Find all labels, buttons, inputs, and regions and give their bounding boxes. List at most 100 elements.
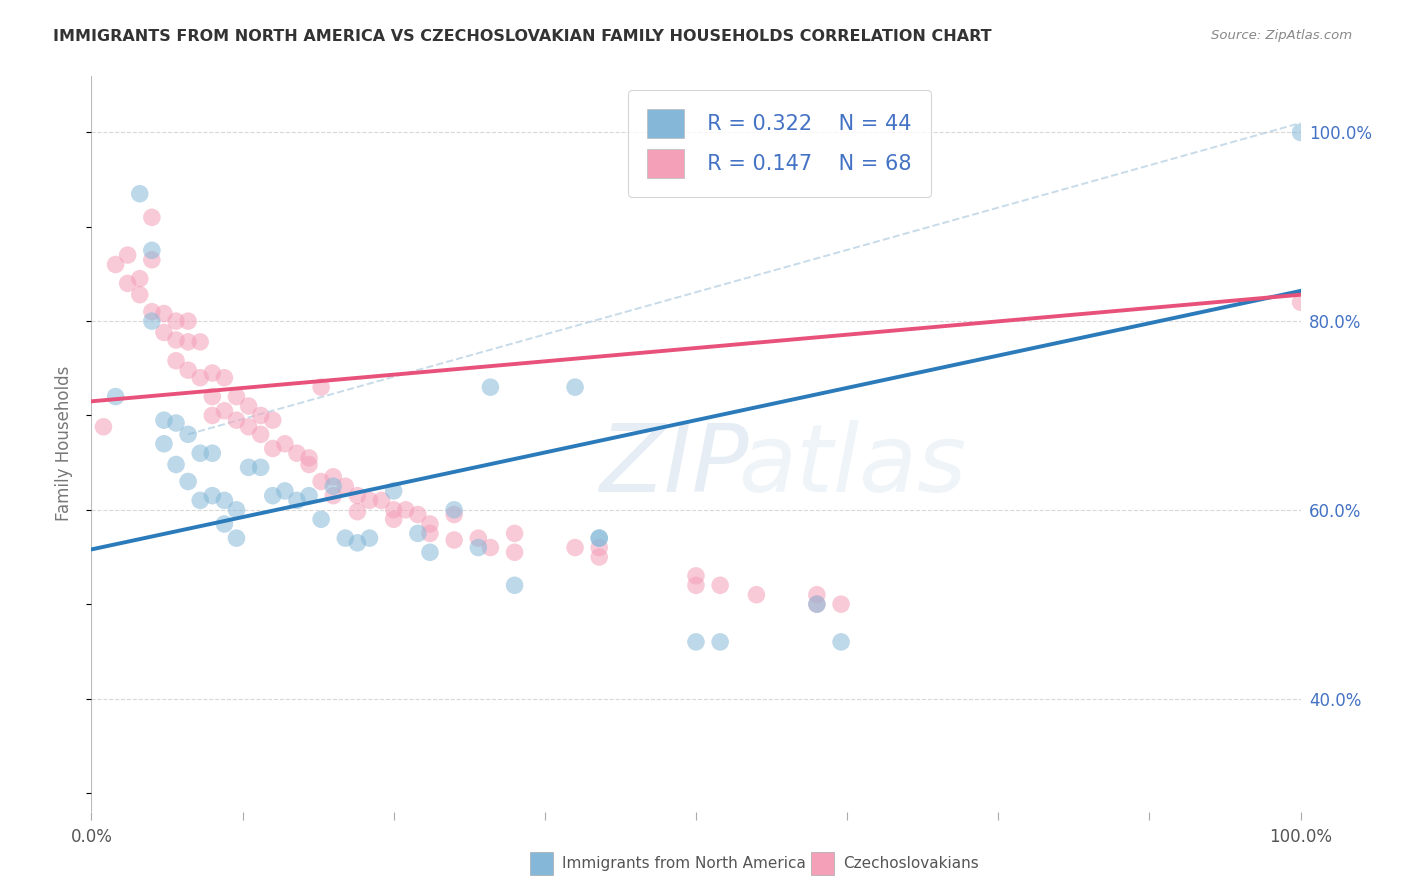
Point bbox=[188, 446, 211, 460]
Point bbox=[165, 333, 187, 347]
Point bbox=[153, 436, 176, 450]
Point bbox=[128, 186, 150, 201]
Text: Czechoslovakians: Czechoslovakians bbox=[844, 856, 980, 871]
Point bbox=[588, 541, 610, 555]
Legend:   R = 0.322    N = 44,   R = 0.147    N = 68: R = 0.322 N = 44, R = 0.147 N = 68 bbox=[628, 90, 931, 197]
Point bbox=[443, 533, 465, 547]
Point bbox=[564, 541, 586, 555]
Point bbox=[443, 503, 465, 517]
Point bbox=[225, 531, 247, 545]
Point bbox=[274, 483, 297, 498]
Point bbox=[359, 493, 381, 508]
Point bbox=[588, 549, 610, 564]
Point bbox=[335, 531, 357, 545]
Point bbox=[141, 304, 163, 318]
Point bbox=[685, 635, 707, 649]
Point bbox=[406, 508, 429, 522]
Point bbox=[419, 526, 441, 541]
Point bbox=[177, 363, 200, 377]
Point bbox=[188, 334, 211, 349]
Point bbox=[588, 531, 610, 545]
Point bbox=[443, 508, 465, 522]
Point bbox=[238, 460, 260, 475]
Point bbox=[201, 489, 224, 503]
Point bbox=[830, 597, 852, 611]
Point bbox=[214, 403, 236, 417]
Point bbox=[806, 597, 828, 611]
Point bbox=[322, 470, 344, 484]
Point bbox=[309, 380, 332, 394]
Point bbox=[745, 588, 768, 602]
Point bbox=[382, 503, 405, 517]
Point bbox=[1289, 125, 1312, 139]
Text: Source: ZipAtlas.com: Source: ZipAtlas.com bbox=[1212, 29, 1353, 42]
Point bbox=[262, 442, 284, 456]
Point bbox=[225, 390, 247, 404]
Point bbox=[285, 446, 308, 460]
Point bbox=[309, 512, 332, 526]
Point bbox=[335, 479, 357, 493]
Point bbox=[165, 314, 187, 328]
Point bbox=[359, 531, 381, 545]
Point bbox=[238, 399, 260, 413]
Text: Immigrants from North America: Immigrants from North America bbox=[562, 856, 806, 871]
Text: ZIP: ZIP bbox=[599, 420, 749, 511]
Point bbox=[104, 258, 127, 272]
Point bbox=[685, 578, 707, 592]
Point bbox=[201, 409, 224, 423]
Point bbox=[249, 409, 271, 423]
Point bbox=[685, 569, 707, 583]
Point bbox=[709, 578, 731, 592]
Point bbox=[128, 287, 150, 301]
Point bbox=[467, 541, 489, 555]
Point bbox=[479, 380, 502, 394]
Point bbox=[419, 516, 441, 531]
Point bbox=[346, 489, 368, 503]
Point bbox=[564, 380, 586, 394]
Point bbox=[262, 413, 284, 427]
Point bbox=[806, 597, 828, 611]
Point bbox=[188, 493, 211, 508]
Point bbox=[249, 460, 271, 475]
Point bbox=[177, 475, 200, 489]
Point bbox=[503, 545, 526, 559]
Point bbox=[370, 493, 392, 508]
Point bbox=[214, 516, 236, 531]
Point bbox=[153, 326, 176, 340]
Point bbox=[165, 353, 187, 368]
Point bbox=[201, 366, 224, 380]
Point bbox=[165, 458, 187, 472]
Point bbox=[141, 314, 163, 328]
Point bbox=[298, 450, 321, 465]
Point bbox=[141, 211, 163, 225]
Point bbox=[274, 436, 297, 450]
Point bbox=[830, 635, 852, 649]
Point bbox=[503, 526, 526, 541]
Point bbox=[382, 512, 405, 526]
Point bbox=[309, 475, 332, 489]
Point bbox=[406, 526, 429, 541]
Point bbox=[588, 531, 610, 545]
Point bbox=[117, 277, 139, 291]
Point bbox=[298, 489, 321, 503]
Point bbox=[177, 427, 200, 442]
Point bbox=[467, 531, 489, 545]
Point bbox=[503, 578, 526, 592]
Point bbox=[141, 252, 163, 267]
Point bbox=[117, 248, 139, 262]
Point bbox=[225, 503, 247, 517]
Point bbox=[1289, 295, 1312, 310]
Point bbox=[188, 370, 211, 384]
Point bbox=[346, 536, 368, 550]
Point bbox=[93, 419, 115, 434]
Point bbox=[153, 307, 176, 321]
Point bbox=[262, 489, 284, 503]
Y-axis label: Family Households: Family Households bbox=[55, 366, 73, 522]
Point bbox=[153, 413, 176, 427]
Point bbox=[806, 588, 828, 602]
Point bbox=[238, 419, 260, 434]
Point bbox=[322, 489, 344, 503]
Point bbox=[177, 314, 200, 328]
Point bbox=[395, 503, 418, 517]
Point bbox=[709, 635, 731, 649]
